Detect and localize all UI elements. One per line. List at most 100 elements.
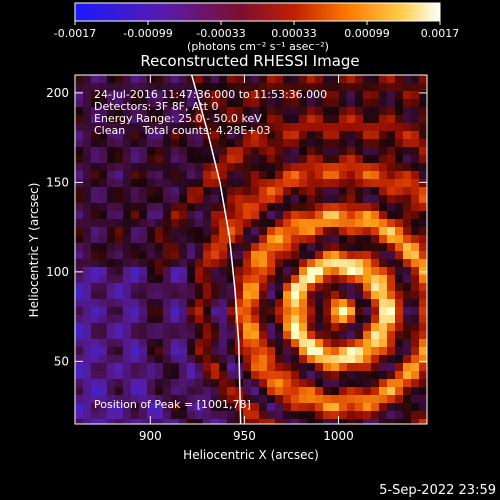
- heatmap-cell: [187, 395, 195, 403]
- heatmap-cell: [299, 83, 307, 91]
- heatmap-cell: [99, 99, 107, 107]
- heatmap-cell: [419, 179, 427, 187]
- heatmap-cell: [155, 131, 163, 139]
- heatmap-cell: [419, 267, 427, 275]
- heatmap-cell: [315, 163, 323, 171]
- heatmap-cell: [259, 283, 267, 291]
- heatmap-cell: [91, 403, 99, 411]
- heatmap-cell: [267, 371, 275, 379]
- heatmap-cell: [331, 347, 339, 355]
- heatmap-cell: [107, 387, 115, 395]
- heatmap-cell: [363, 267, 371, 275]
- heatmap-cell: [227, 107, 235, 115]
- heatmap-cell: [259, 355, 267, 363]
- heatmap-cell: [147, 203, 155, 211]
- heatmap-cell: [211, 283, 219, 291]
- heatmap-cell: [203, 283, 211, 291]
- heatmap-cell: [339, 163, 347, 171]
- heatmap-cell: [83, 171, 91, 179]
- heatmap-cell: [259, 299, 267, 307]
- heatmap-cell: [283, 75, 291, 83]
- heatmap-cell: [299, 291, 307, 299]
- heatmap-cell: [323, 299, 331, 307]
- heatmap-cell: [235, 395, 243, 403]
- heatmap-cell: [171, 163, 179, 171]
- heatmap-cell: [227, 75, 235, 83]
- heatmap-cell: [339, 243, 347, 251]
- heatmap-cell: [171, 179, 179, 187]
- heatmap-cell: [211, 403, 219, 411]
- heatmap-cell: [411, 219, 419, 227]
- heatmap-cell: [315, 147, 323, 155]
- heatmap-cell: [131, 387, 139, 395]
- heatmap-cell: [379, 315, 387, 323]
- heatmap-cell: [371, 387, 379, 395]
- heatmap-cell: [379, 147, 387, 155]
- heatmap-cell: [291, 411, 299, 419]
- heatmap-cell: [155, 339, 163, 347]
- heatmap-cell: [123, 315, 131, 323]
- heatmap-cell: [371, 355, 379, 363]
- heatmap-cell: [243, 323, 251, 331]
- heatmap-cell: [403, 251, 411, 259]
- heatmap-cell: [131, 299, 139, 307]
- heatmap-cell: [347, 243, 355, 251]
- heatmap-cell: [99, 227, 107, 235]
- heatmap-cell: [251, 219, 259, 227]
- heatmap-cell: [243, 107, 251, 115]
- heatmap-cell: [155, 379, 163, 387]
- heatmap-cell: [371, 163, 379, 171]
- heatmap-cell: [131, 187, 139, 195]
- heatmap-cell: [403, 387, 411, 395]
- heatmap-cell: [235, 115, 243, 123]
- heatmap-cell: [347, 363, 355, 371]
- heatmap-cell: [91, 323, 99, 331]
- heatmap-cell: [243, 123, 251, 131]
- heatmap-cell: [267, 339, 275, 347]
- heatmap-cell: [371, 123, 379, 131]
- heatmap-cell: [299, 243, 307, 251]
- heatmap-cell: [147, 251, 155, 259]
- heatmap-cell: [307, 179, 315, 187]
- heatmap-cell: [419, 155, 427, 163]
- heatmap-cell: [211, 115, 219, 123]
- heatmap-cell: [107, 291, 115, 299]
- heatmap-cell: [227, 403, 235, 411]
- heatmap-cell: [91, 219, 99, 227]
- heatmap-cell: [219, 323, 227, 331]
- heatmap-cell: [323, 363, 331, 371]
- heatmap-cell: [259, 131, 267, 139]
- heatmap-cell: [331, 339, 339, 347]
- heatmap-cell: [347, 307, 355, 315]
- heatmap-cell: [387, 99, 395, 107]
- heatmap-cell: [91, 91, 99, 99]
- heatmap-cell: [195, 419, 203, 424]
- heatmap-cell: [123, 107, 131, 115]
- heatmap-cell: [395, 419, 403, 424]
- heatmap-cell: [179, 235, 187, 243]
- heatmap-cell: [123, 123, 131, 131]
- colorbar-tick-label: -0.00099: [123, 27, 172, 40]
- heatmap-cell: [331, 91, 339, 99]
- heatmap-cell: [123, 91, 131, 99]
- heatmap-cell: [91, 419, 99, 424]
- heatmap-cell: [163, 115, 171, 123]
- heatmap-cell: [83, 115, 91, 123]
- heatmap-cell: [363, 419, 371, 424]
- heatmap-cell: [403, 227, 411, 235]
- heatmap-cell: [211, 251, 219, 259]
- heatmap-cell: [203, 155, 211, 163]
- heatmap-cell: [99, 163, 107, 171]
- heatmap-cell: [99, 387, 107, 395]
- heatmap-cell: [219, 211, 227, 219]
- heatmap-cell: [355, 107, 363, 115]
- heatmap-cell: [83, 395, 91, 403]
- heatmap-cell: [187, 243, 195, 251]
- heatmap-cell: [227, 323, 235, 331]
- heatmap-cell: [75, 387, 83, 395]
- heatmap-cell: [211, 347, 219, 355]
- heatmap-cell: [83, 283, 91, 291]
- heatmap-cell: [379, 195, 387, 203]
- heatmap-cell: [259, 339, 267, 347]
- heatmap-cell: [251, 115, 259, 123]
